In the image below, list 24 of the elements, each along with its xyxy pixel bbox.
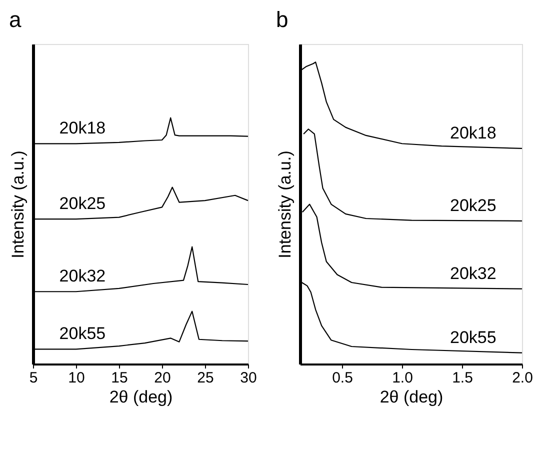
chart-title: a (9, 7, 22, 32)
series-label: 20k18 (59, 118, 106, 138)
x-axis-title: 2θ (deg) (380, 388, 444, 406)
y-axis-title: Intensity (a.u.) (8, 150, 28, 258)
x-tick-label: 10 (68, 370, 85, 386)
x-tick-label: 25 (197, 370, 214, 386)
x-tick-label: 20 (154, 370, 171, 386)
x-tick-label: 5 (29, 370, 38, 386)
x-axis-title: 2θ (deg) (109, 388, 173, 406)
series-label: 20k25 (59, 194, 106, 214)
y-axis-title: Intensity (a.u.) (276, 150, 294, 258)
series-label: 20k55 (450, 328, 496, 347)
series-label: 20k18 (450, 123, 496, 142)
series-label: 20k55 (59, 324, 106, 344)
x-tick-label: 30 (240, 370, 257, 386)
x-tick-label: 1.5 (452, 370, 473, 386)
x-tick-label: 15 (111, 370, 128, 386)
series-label: 20k32 (450, 264, 496, 283)
chart-title: b (276, 7, 288, 32)
x-tick-label: 1.0 (392, 370, 413, 386)
x-tick-label: 2.0 (512, 370, 533, 386)
x-tick-label: 0.5 (332, 370, 353, 386)
series-label: 20k32 (59, 266, 106, 286)
series-label: 20k25 (450, 196, 496, 215)
